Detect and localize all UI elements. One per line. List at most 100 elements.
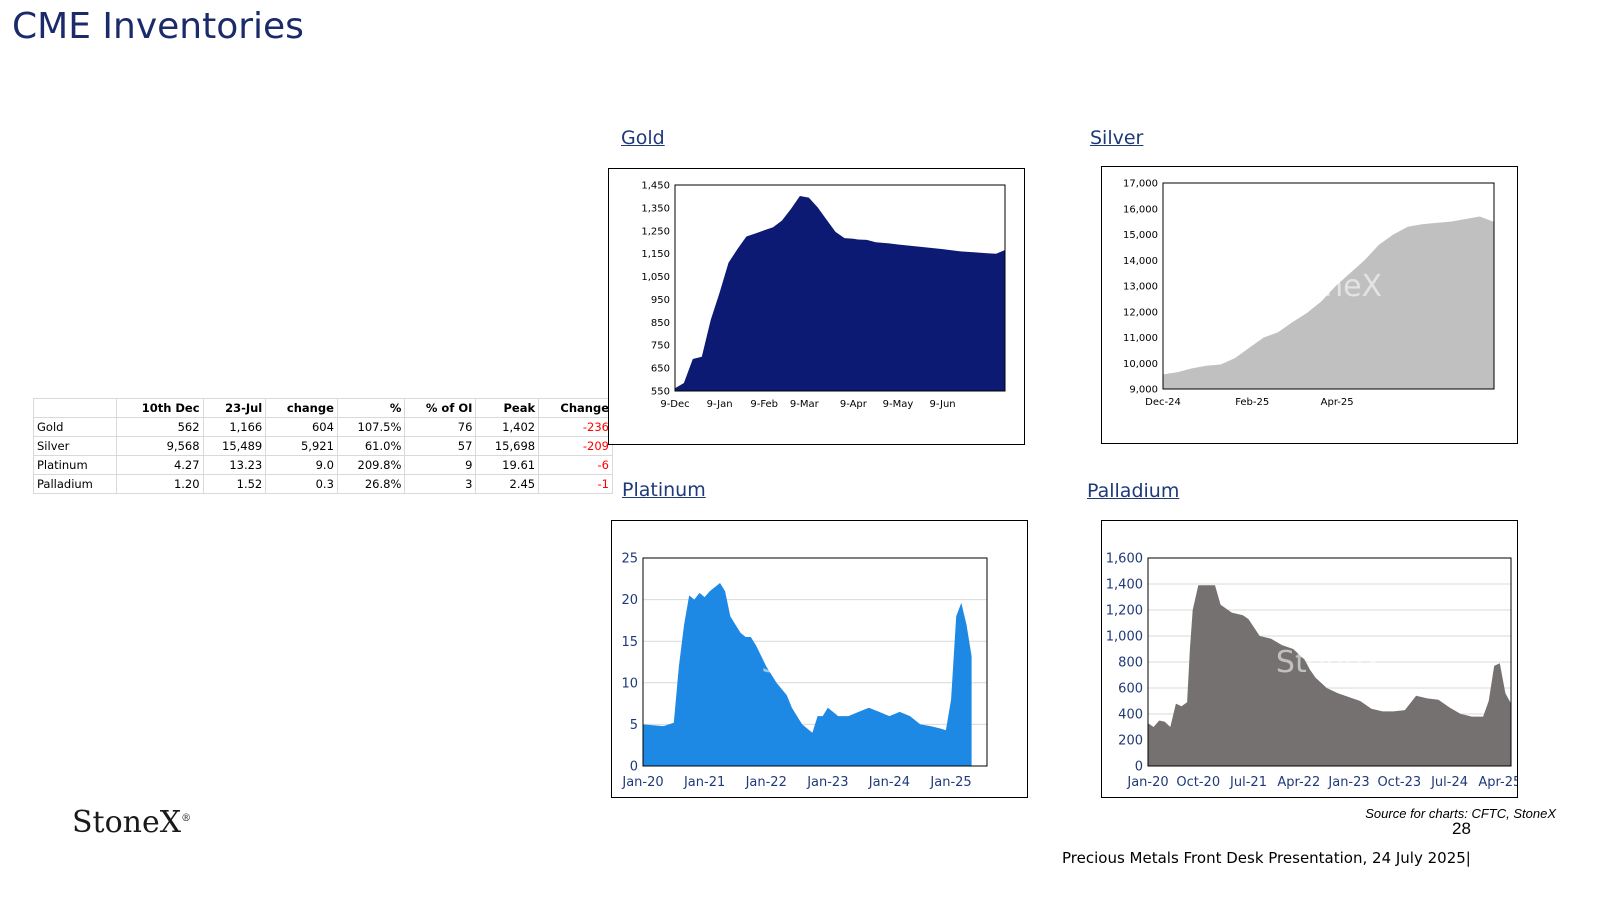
x-tick-label: Jan-21 [683,775,725,790]
plot-border [1162,182,1495,390]
table-cell: 15,489 [202,436,267,456]
table-cell: 2.45 [475,474,540,494]
y-tick-label: 10,000 [1123,359,1158,370]
y-tick-label: 10 [621,676,638,691]
x-tick-label: Jan-23 [806,775,848,790]
page-number: 28 [1452,819,1471,838]
watermark: StoneX [761,645,868,680]
table-cell: 9 [404,455,477,475]
y-tick-label: 15,000 [1123,230,1158,241]
y-tick-label: 200 [1118,734,1143,749]
y-tick-label: 17,000 [1123,179,1158,190]
silver-chart-frame: StoneX 9,000 10,000 11,000 12,000 13,000 14,00… [1101,166,1518,444]
table-cell: 3 [404,474,477,494]
x-tick-label: Oct-20 [1176,775,1220,790]
y-tick-label: 950 [651,295,670,306]
x-tick-label: Jan-20 [1126,775,1168,790]
gold-chart: 550 650 750 850 950 1,050 1,150 1,250 1,350 1,450… [641,181,1006,410]
x-tick-label: Apr-25 [1478,775,1517,790]
y-tick-label: 15 [621,635,638,650]
table-cell: 1.52 [202,474,267,494]
silver-chart-title: Silver [1090,127,1144,149]
y-tick-label: 1,200 [1106,604,1143,619]
palladium-area-series [1148,585,1511,766]
table-row: Silver 9,568 15,489 5,921 61.0% 57 15,69… [32,436,613,456]
y-tick-label: 1,250 [641,226,670,237]
table-cell: 19.61 [475,455,540,475]
table-cell: 9.0 [265,455,338,475]
table-cell: 9,568 [116,436,204,456]
table-cell: 57 [404,436,477,456]
x-tick-label: Feb-25 [1235,397,1269,408]
silver-area-series [1163,216,1494,389]
table-header-row: 10th Dec 23-Jul change % % of OI Peak Ch… [32,398,613,418]
y-tick-label: 0 [630,760,638,775]
y-tick-label: 16,000 [1123,204,1158,215]
table-cell: 26.8% [336,474,406,494]
x-tick-label: Jan-23 [1327,775,1369,790]
plot-border [642,557,988,767]
table-header: % [336,398,406,418]
page-title: CME Inventories [12,6,304,47]
x-tick-label: Jan-24 [868,775,910,790]
table-row: Platinum 4.27 13.23 9.0 209.8% 9 19.61 -… [32,455,613,475]
gold-chart-title: Gold [621,127,665,149]
logo-mark: ® [181,813,192,824]
table-cell: 1.20 [116,474,204,494]
y-tick-label: 600 [1118,682,1143,697]
footer-text: Precious Metals Front Desk Presentation,… [1062,849,1471,867]
table-cell: 562 [116,417,204,437]
x-tick-label: Dec-24 [1145,397,1181,408]
x-tick-label: Jan-25 [929,775,971,790]
y-tick-label: 12,000 [1123,307,1158,318]
table-cell: 1,402 [475,417,540,437]
palladium-chart-title: Palladium [1087,480,1180,502]
palladium-chart-frame: StoneX 0 200 400 600 800 1,000 1,200 1,400 1,600 J… [1101,520,1518,798]
y-tick-label: 11,000 [1123,333,1158,344]
y-tick-label: 750 [651,341,670,352]
x-tick-label: Jul-24 [1430,775,1468,790]
x-tick-label: Apr-25 [1321,397,1354,408]
platinum-chart-title: Platinum [622,479,706,501]
table-cell-negative: -209 [538,436,613,456]
table-cell: 13.23 [202,455,267,475]
table-row: Palladium 1.20 1.52 0.3 26.8% 3 2.45 -1 [32,474,613,494]
gold-area-series [675,196,1005,391]
x-tick-label: 9-Jun [929,399,955,410]
x-tick-label: Apr-22 [1277,775,1320,790]
table-cell: 209.8% [336,455,406,475]
x-tick-label: Jul-21 [1229,775,1267,790]
platinum-chart: StoneX 0 5 10 15 20 25 Jan-20 Jan-21 Jan-22 Jan-23… [621,552,988,790]
y-tick-label: 800 [1118,656,1143,671]
table-cell-negative: -6 [538,455,613,475]
y-tick-label: 550 [651,387,670,398]
silver-chart: StoneX 9,000 10,000 11,000 12,000 13,000 14,00… [1123,179,1495,408]
table-header: % of OI [404,398,477,418]
y-tick-label: 25 [621,552,638,567]
x-tick-label: 9-Dec [660,399,689,410]
y-tick-label: 1,450 [641,181,670,192]
y-tick-label: 850 [651,318,670,329]
y-tick-label: 1,150 [641,249,670,260]
y-tick-label: 14,000 [1123,256,1158,267]
x-tick-label: 9-Jan [707,399,733,410]
x-tick-label: 9-Apr [840,399,868,410]
table-cell-negative: -1 [538,474,613,494]
table-cell: 15,698 [475,436,540,456]
platinum-chart-frame: StoneX 0 5 10 15 20 25 Jan-20 Jan-21 Jan-22 Jan-23… [611,520,1028,798]
inventory-table: 10th Dec 23-Jul change % % of OI Peak Ch… [32,398,613,494]
table-cell: Gold [32,417,118,437]
watermark: StoneX [1276,645,1383,680]
x-tick-label: Jan-22 [745,775,787,790]
y-tick-label: 5 [630,718,638,733]
table-cell: 604 [265,417,338,437]
logo-text: StoneX [72,805,182,840]
y-tick-label: 400 [1118,708,1143,723]
y-tick-label: 13,000 [1123,282,1158,293]
table-cell: 107.5% [336,417,406,437]
y-tick-label: 20 [621,593,638,608]
table-header: change [265,398,338,418]
platinum-area-series [643,583,972,766]
table-cell: Palladium [32,474,118,494]
gold-chart-frame: 550 650 750 850 950 1,050 1,150 1,250 1,350 1,450… [608,168,1025,445]
